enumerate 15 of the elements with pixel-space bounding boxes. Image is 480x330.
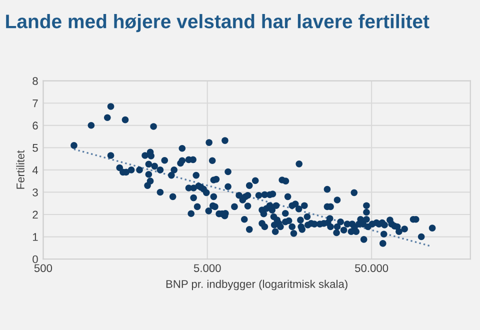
chart-title: Lande med højere velstand har lavere fertilitet [6, 14, 430, 32]
y-axis-title: Fertilitet [16, 150, 24, 189]
y-tick-label: 6 [32, 122, 38, 130]
y-tick-label: 2 [32, 210, 38, 219]
y-tick-label: 0 [32, 255, 38, 264]
y-tick-label: 8 [32, 77, 38, 85]
y-tick-label: 5 [32, 144, 38, 152]
y-tick-label: 7 [32, 100, 38, 108]
x-tick-label: 500 [34, 264, 52, 272]
x-axis-title: BNP pr. indbygger (logaritmisk skala) [166, 280, 348, 290]
y-tick-label: 4 [32, 166, 38, 174]
y-tick-label: 3 [32, 188, 38, 196]
x-tick-label: 50.000 [355, 264, 388, 272]
y-tick-label: 1 [33, 233, 38, 241]
x-tick-label: 5.000 [194, 264, 221, 272]
